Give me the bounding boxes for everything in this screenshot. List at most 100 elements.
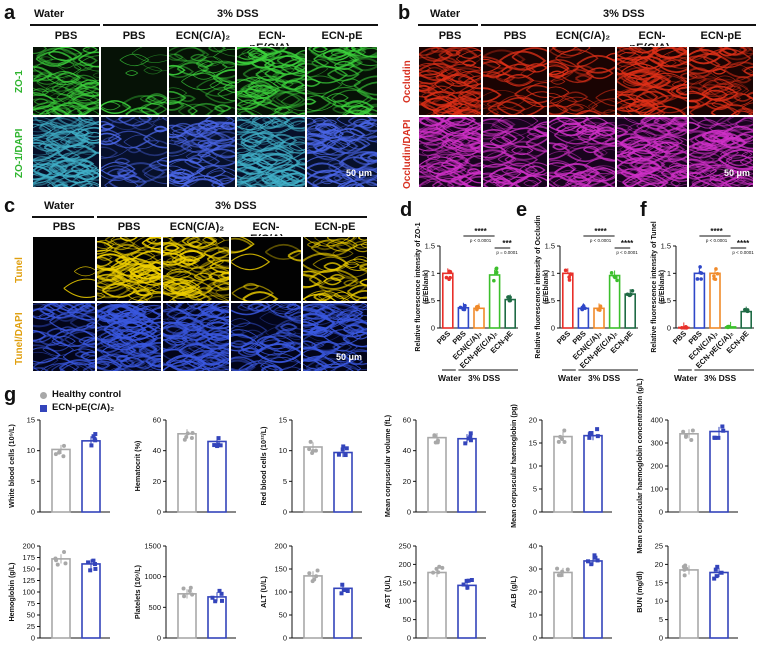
data-point xyxy=(560,569,565,574)
data-point xyxy=(310,451,315,456)
p-value: p < 0.0001 xyxy=(470,238,492,243)
data-point xyxy=(587,435,592,440)
data-point xyxy=(720,424,725,429)
data-point xyxy=(712,435,717,440)
data-point xyxy=(184,435,189,440)
legend-label-ecn: ECN-pE(C/A)₂ xyxy=(52,402,115,413)
data-point xyxy=(54,558,59,563)
data-point xyxy=(461,307,465,312)
y-tick-label: 0 xyxy=(659,508,663,517)
data-point xyxy=(181,586,186,591)
data-point xyxy=(597,307,601,311)
y-axis-label: Relative fluorescence intensity of Tunel xyxy=(651,221,658,352)
legend-dot-healthy xyxy=(40,392,47,399)
y-tick-label: 5 xyxy=(283,477,287,486)
y-tick-label: 15 xyxy=(279,416,287,425)
y-axis-label: (E/Eblank) xyxy=(659,270,666,304)
data-point xyxy=(630,288,635,293)
data-point xyxy=(699,271,704,275)
data-point xyxy=(215,444,220,449)
data-point xyxy=(494,266,499,271)
data-point xyxy=(92,562,97,567)
y-tick-label: 25 xyxy=(655,542,663,551)
data-point xyxy=(219,598,224,603)
bar xyxy=(457,584,477,639)
y-tick-label: 0 xyxy=(157,508,161,517)
y-tick-label: 0.5 xyxy=(545,296,555,305)
micrograph-zo1-dapi xyxy=(236,116,306,188)
group-label: 3% DSS xyxy=(704,373,736,383)
x-tick-label: ECN-pE xyxy=(609,329,635,355)
bar xyxy=(504,298,517,329)
data-point xyxy=(339,591,344,596)
x-tick-label: ECN(C/A)₂ xyxy=(571,329,604,362)
y-tick-label: 0 xyxy=(431,324,435,333)
y-tick-label: 1.5 xyxy=(661,242,671,251)
data-point xyxy=(343,453,348,458)
col-label: ECN-pE xyxy=(321,30,363,42)
legend-label-healthy: Healthy control xyxy=(52,389,122,400)
panel-letter-d: d xyxy=(400,199,412,221)
data-point xyxy=(434,566,439,571)
data-point xyxy=(210,595,215,600)
data-point xyxy=(595,558,600,563)
data-point xyxy=(680,326,684,330)
y-tick-label: 0 xyxy=(283,634,287,643)
y-tick-label: 15 xyxy=(529,439,537,448)
x-tick-label: ECN(C/A)₂ xyxy=(687,329,720,362)
y-tick-label: 0 xyxy=(31,508,35,517)
y-tick-label: 0 xyxy=(283,508,287,517)
data-point xyxy=(625,292,630,297)
data-point xyxy=(567,275,571,279)
data-point xyxy=(494,267,498,271)
data-point xyxy=(447,269,452,274)
data-point xyxy=(312,577,317,582)
bar xyxy=(553,435,573,513)
bar xyxy=(709,430,729,513)
data-point xyxy=(213,599,218,604)
y-tick-label: 400 xyxy=(650,416,663,425)
micrograph-tunel-dapi xyxy=(230,302,302,372)
x-tick-label: ECN-pE xyxy=(725,329,751,355)
y-tick-label: 50 xyxy=(279,611,287,620)
data-point xyxy=(218,443,223,448)
data-point xyxy=(592,553,597,558)
data-point xyxy=(714,574,719,579)
data-point xyxy=(684,325,688,329)
data-point xyxy=(598,304,603,308)
data-point xyxy=(88,568,93,573)
data-point xyxy=(433,440,438,445)
data-point xyxy=(461,582,466,587)
y-tick-label: 1.5 xyxy=(545,242,555,251)
y-tick-label: 0 xyxy=(533,634,537,643)
data-point xyxy=(589,562,594,567)
data-point xyxy=(468,438,473,443)
header-water: Water xyxy=(44,200,75,212)
data-point xyxy=(586,559,591,564)
col-label: ECN(C/A)₂ xyxy=(169,221,225,233)
group-label: 3% DSS xyxy=(468,373,500,383)
y-tick-label: 125 xyxy=(22,576,35,585)
y-axis-label: Mean corpuscular haemoglobin (pg) xyxy=(509,403,518,527)
panel-letter-e: e xyxy=(516,199,527,221)
x-tick-label: ECN-pE xyxy=(489,329,515,355)
micrograph-tunel xyxy=(32,236,96,302)
data-point xyxy=(743,307,747,312)
data-point xyxy=(216,436,221,441)
y-tick-label: 100 xyxy=(398,597,411,606)
data-point xyxy=(475,307,479,312)
micrograph-tunel xyxy=(96,236,162,302)
y-axis-label: (E/Eblank) xyxy=(423,270,430,304)
bar xyxy=(724,326,737,329)
data-point xyxy=(435,438,440,443)
panel-letter-b: b xyxy=(398,2,411,24)
y-tick-label: 100 xyxy=(650,485,663,494)
panel-letter-f: f xyxy=(640,199,647,221)
data-point xyxy=(682,573,687,578)
data-point xyxy=(558,434,563,439)
data-point xyxy=(712,274,716,278)
significance-stars: **** xyxy=(594,227,607,236)
y-tick-label: 1.5 xyxy=(425,242,435,251)
micrograph-occludin-dapi xyxy=(418,116,482,188)
bar xyxy=(427,571,447,639)
